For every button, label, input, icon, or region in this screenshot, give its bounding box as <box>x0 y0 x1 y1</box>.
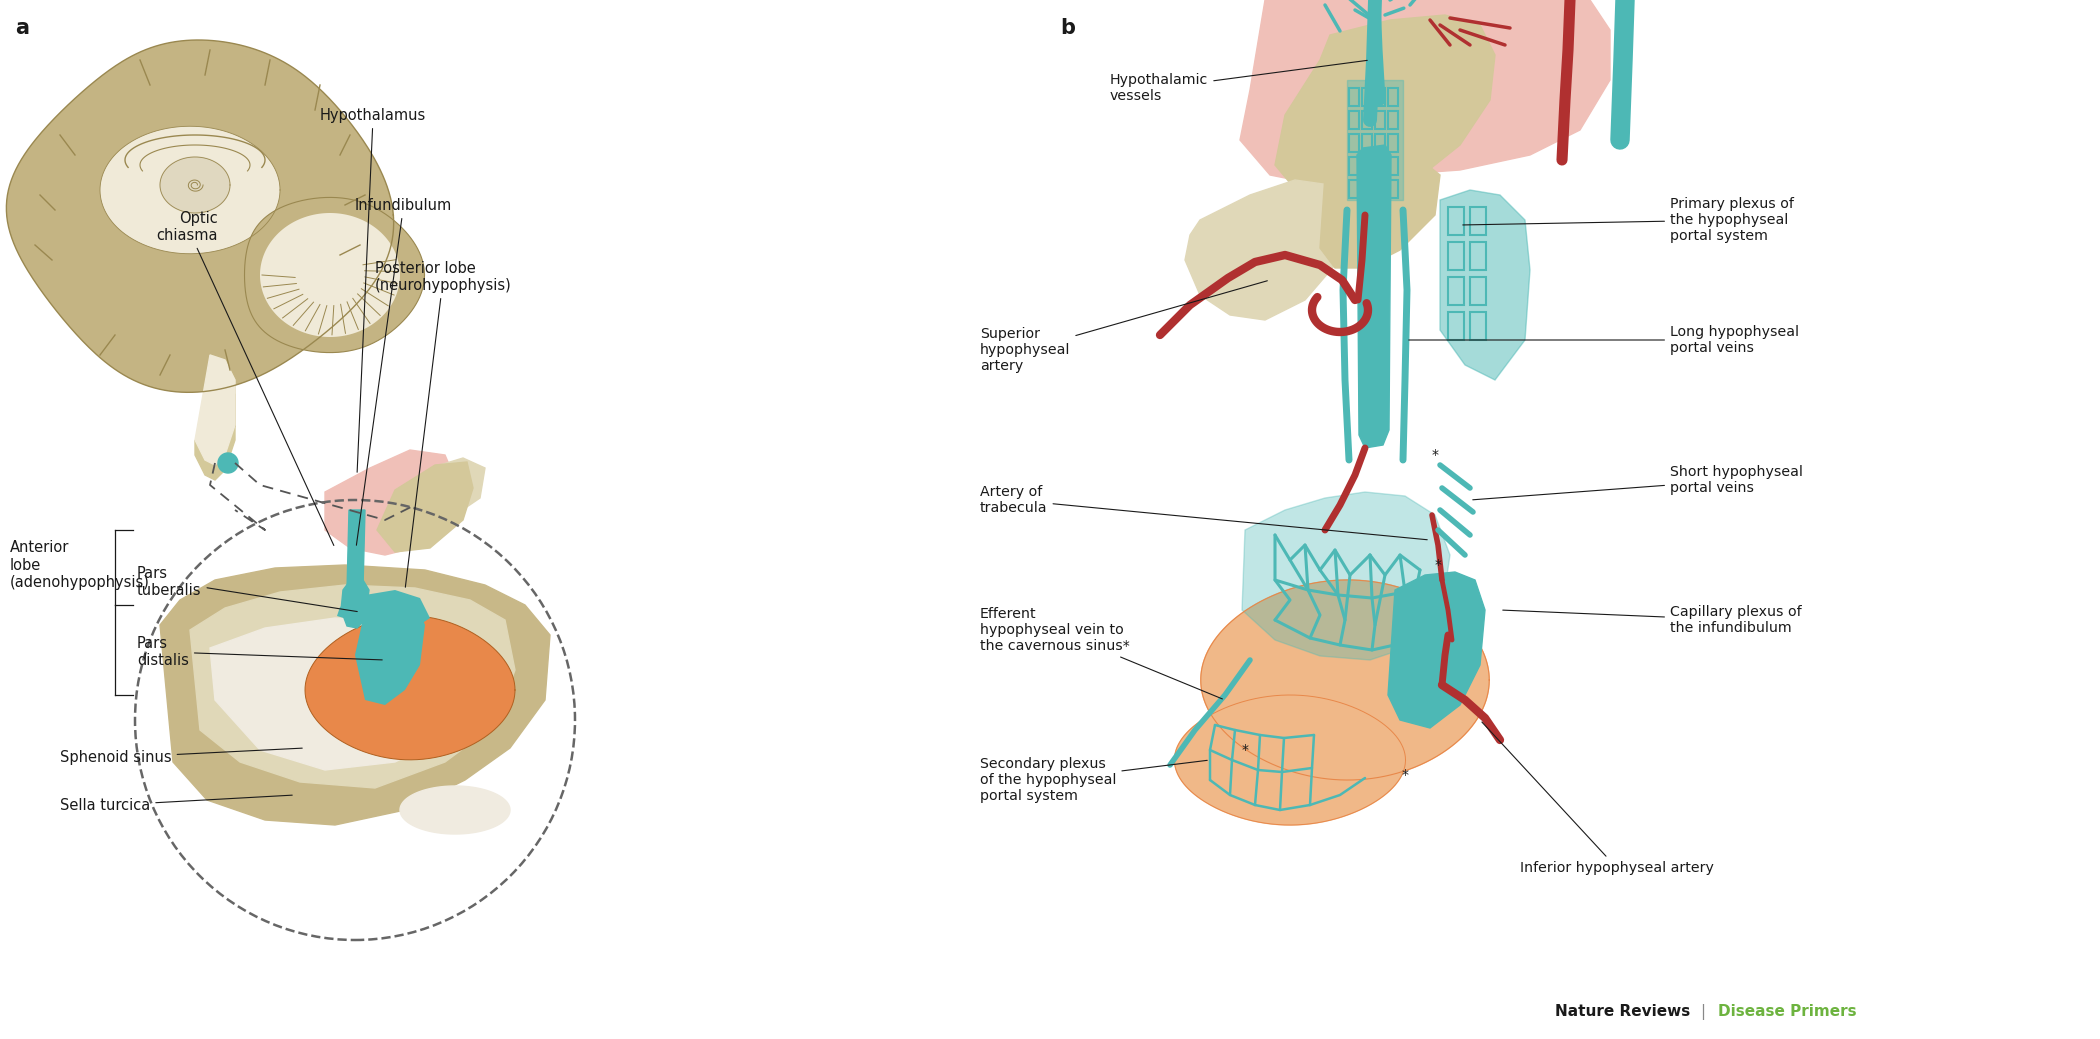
Bar <box>1376 88 1386 106</box>
Polygon shape <box>1275 15 1495 199</box>
Text: Artery of
trabecula: Artery of trabecula <box>981 485 1428 539</box>
Polygon shape <box>433 458 485 515</box>
Circle shape <box>218 453 237 473</box>
Bar <box>1376 111 1386 129</box>
Polygon shape <box>1239 0 1611 185</box>
Text: *: * <box>1241 743 1250 757</box>
Bar <box>1376 157 1386 175</box>
Text: |: | <box>1701 1004 1705 1020</box>
Bar <box>1363 157 1371 175</box>
Bar <box>1388 134 1399 152</box>
Text: Sella turcica: Sella turcica <box>61 795 292 812</box>
Text: Capillary plexus of
the infundibulum: Capillary plexus of the infundibulum <box>1504 605 1802 635</box>
Polygon shape <box>244 197 424 352</box>
Text: Short hypophyseal
portal veins: Short hypophyseal portal veins <box>1472 464 1804 500</box>
Text: Nature Reviews: Nature Reviews <box>1554 1005 1690 1019</box>
Polygon shape <box>1441 190 1531 380</box>
Bar <box>1388 111 1399 129</box>
Text: Optic
chiasma: Optic chiasma <box>158 211 334 545</box>
Text: Anterior
lobe
(adenohypophysis): Anterior lobe (adenohypophysis) <box>10 540 149 590</box>
Polygon shape <box>1346 80 1403 199</box>
Bar <box>1449 207 1464 235</box>
Bar <box>1388 180 1399 198</box>
Bar <box>1376 180 1386 198</box>
Text: Superior
hypophyseal
artery: Superior hypophyseal artery <box>981 281 1266 373</box>
Polygon shape <box>326 450 460 555</box>
Text: Disease Primers: Disease Primers <box>1718 1005 1856 1019</box>
Text: b: b <box>1060 18 1075 38</box>
Polygon shape <box>1357 145 1390 448</box>
Text: Pars
distalis: Pars distalis <box>136 636 382 668</box>
Polygon shape <box>346 510 365 590</box>
Text: Pars
tuberalis: Pars tuberalis <box>136 565 357 612</box>
Text: Infundibulum: Infundibulum <box>355 198 452 545</box>
Polygon shape <box>336 590 430 628</box>
Polygon shape <box>399 785 510 834</box>
Bar <box>1348 157 1359 175</box>
Bar <box>1348 88 1359 106</box>
Polygon shape <box>355 598 424 705</box>
Polygon shape <box>1184 180 1344 320</box>
Bar <box>1348 180 1359 198</box>
Text: *: * <box>1434 558 1441 572</box>
Text: *: * <box>1401 768 1409 782</box>
Bar <box>1363 180 1371 198</box>
Polygon shape <box>378 462 472 552</box>
Text: Hypothalamus: Hypothalamus <box>319 108 426 473</box>
Bar <box>1363 111 1371 129</box>
Bar <box>1363 134 1371 152</box>
Bar <box>1376 134 1386 152</box>
Polygon shape <box>195 355 235 480</box>
Polygon shape <box>1321 155 1441 268</box>
Text: Posterior lobe
(neurohypophysis): Posterior lobe (neurohypophysis) <box>376 261 512 587</box>
Bar <box>1470 207 1487 235</box>
Bar <box>1388 88 1399 106</box>
Bar <box>1388 157 1399 175</box>
Text: Primary plexus of
the hypophyseal
portal system: Primary plexus of the hypophyseal portal… <box>1464 196 1793 243</box>
Bar <box>1348 111 1359 129</box>
Bar <box>1470 277 1487 305</box>
Polygon shape <box>189 585 514 788</box>
Bar <box>1363 88 1371 106</box>
Bar <box>1449 312 1464 340</box>
Polygon shape <box>1174 695 1405 825</box>
Polygon shape <box>160 565 550 825</box>
Bar <box>1449 242 1464 270</box>
Bar <box>1470 312 1487 340</box>
Polygon shape <box>101 127 279 254</box>
Polygon shape <box>340 580 370 628</box>
Polygon shape <box>1241 492 1449 660</box>
Text: a: a <box>15 18 29 38</box>
Polygon shape <box>260 213 399 337</box>
Text: *: * <box>1432 448 1438 462</box>
Polygon shape <box>160 157 231 213</box>
Text: Hypothalamic
vessels: Hypothalamic vessels <box>1111 60 1367 103</box>
Polygon shape <box>1388 572 1485 728</box>
Bar <box>1470 242 1487 270</box>
Text: Long hypophyseal
portal veins: Long hypophyseal portal veins <box>1409 325 1800 355</box>
Bar <box>1348 134 1359 152</box>
Text: Inferior hypophyseal artery: Inferior hypophyseal artery <box>1483 722 1714 875</box>
Polygon shape <box>195 355 235 465</box>
Text: Secondary plexus
of the hypophyseal
portal system: Secondary plexus of the hypophyseal port… <box>981 756 1208 803</box>
Polygon shape <box>6 39 393 393</box>
Polygon shape <box>1201 580 1489 780</box>
Text: Efferent
hypophyseal vein to
the cavernous sinus*: Efferent hypophyseal vein to the caverno… <box>981 607 1222 699</box>
Polygon shape <box>210 618 485 770</box>
Polygon shape <box>304 616 514 760</box>
Text: Sphenoid sinus: Sphenoid sinus <box>61 748 302 765</box>
Bar <box>1449 277 1464 305</box>
